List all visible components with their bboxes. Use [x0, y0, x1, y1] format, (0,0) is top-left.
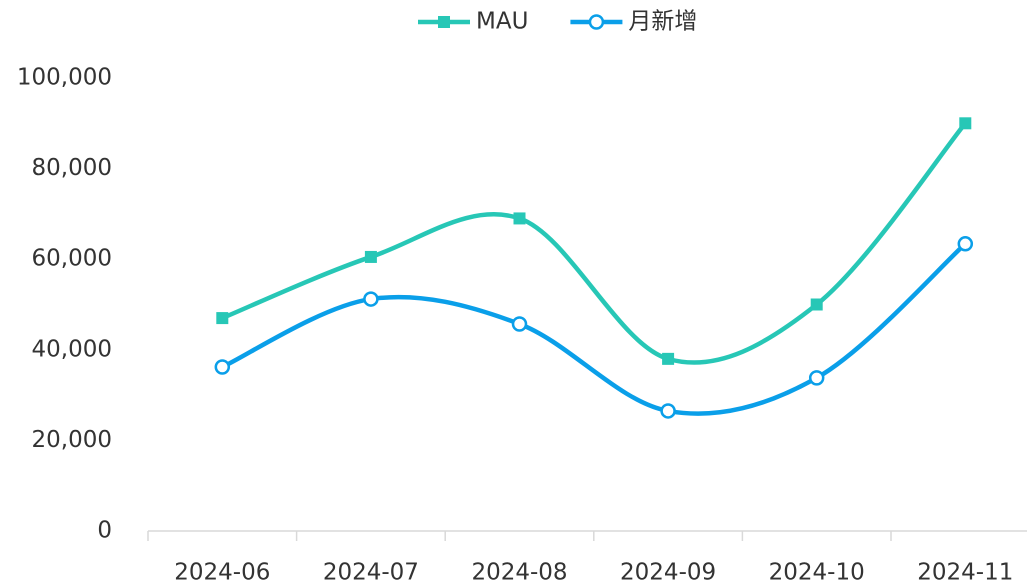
y-tick-label: 80,000: [32, 155, 112, 181]
y-tick-label: 0: [97, 518, 112, 544]
marker: [959, 117, 972, 130]
marker: [662, 352, 675, 365]
marker: [363, 291, 379, 307]
marker: [216, 312, 229, 325]
marker: [808, 370, 825, 386]
y-tick-label: 60,000: [32, 246, 112, 272]
y-tick-label: 20,000: [32, 427, 112, 453]
marker: [957, 236, 974, 252]
marker: [438, 16, 450, 28]
x-tick-label: 2024-06: [174, 560, 270, 586]
marker: [511, 316, 528, 332]
y-tick-label: 40,000: [32, 336, 112, 362]
legend-label: 月新增: [628, 9, 697, 35]
series-line: [221, 121, 968, 365]
marker: [364, 250, 377, 263]
marker: [810, 298, 823, 311]
x-tick-label: 2024-10: [769, 560, 865, 586]
series-line: [221, 242, 967, 416]
x-tick-label: 2024-11: [917, 560, 1013, 586]
marker: [660, 403, 676, 419]
legend-label: MAU: [476, 9, 528, 35]
x-tick-label: 2024-07: [323, 560, 419, 586]
marker: [214, 359, 231, 375]
marker: [513, 212, 526, 225]
y-tick-label: 100,000: [17, 65, 112, 91]
x-tick-label: 2024-08: [471, 560, 567, 586]
x-tick-label: 2024-09: [620, 560, 716, 586]
marker: [588, 14, 605, 30]
